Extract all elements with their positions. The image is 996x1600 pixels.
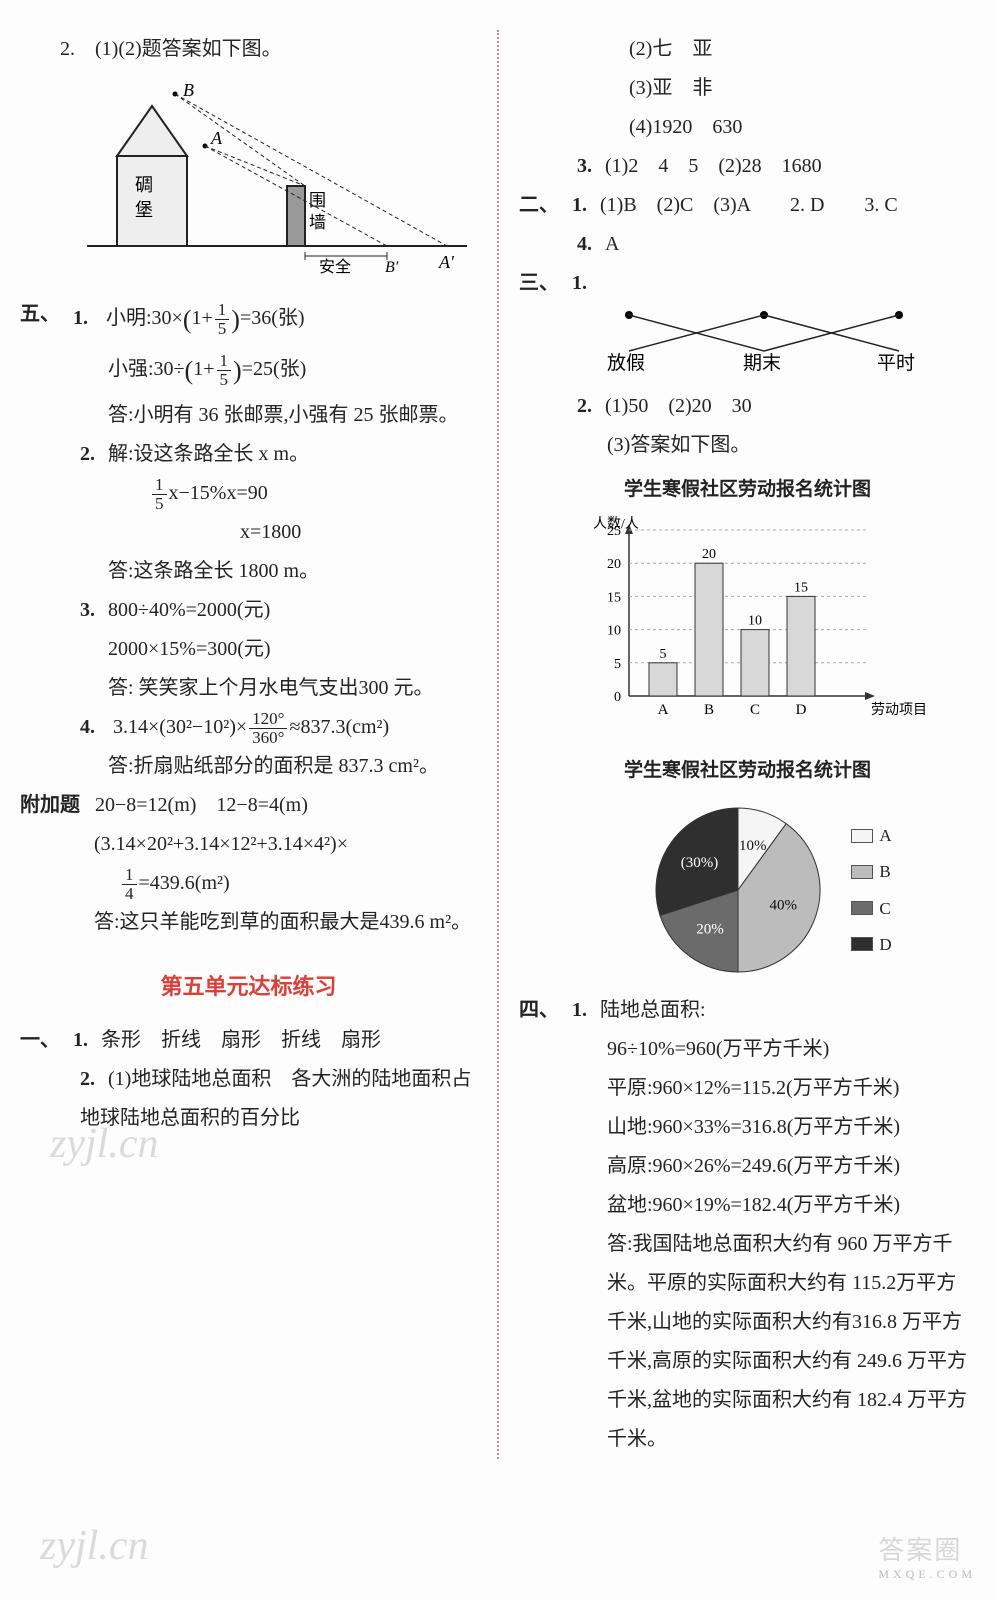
- svg-text:期末: 期末: [743, 352, 781, 373]
- watermark-2: zyjl.cn: [40, 1522, 148, 1570]
- svg-text:10: 10: [607, 624, 621, 639]
- sec5-label: 五、: [20, 295, 68, 334]
- svg-text:20: 20: [702, 547, 716, 562]
- svg-text:堡: 堡: [135, 200, 153, 220]
- svg-text:放假: 放假: [607, 352, 645, 373]
- q2-header: 2. (1)(2)题答案如下图。: [20, 30, 477, 69]
- svg-text:15: 15: [794, 580, 808, 595]
- svg-text:(30%): (30%): [681, 855, 719, 871]
- sec1-label: 一、: [20, 1021, 68, 1060]
- svg-text:平时: 平时: [877, 352, 915, 373]
- right-column: (2)七 亚 (3)亚 非 (4)1920 630 3.(1)2 4 5 (2)…: [501, 30, 976, 1459]
- svg-text:A: A: [658, 702, 669, 718]
- svg-text:0: 0: [614, 690, 621, 705]
- svg-text:墙: 墙: [309, 213, 326, 232]
- svg-text:B′: B′: [385, 259, 399, 276]
- svg-text:5: 5: [614, 657, 621, 672]
- svg-text:围: 围: [309, 191, 326, 210]
- unit5-title: 第五单元达标练习: [20, 966, 477, 1009]
- pie-legend: ABCD: [851, 816, 891, 964]
- svg-text:15: 15: [607, 590, 621, 605]
- svg-text:安全: 安全: [319, 258, 351, 276]
- bar-chart: 0510152025人数/人5A20B10C15D劳动项目: [579, 512, 976, 746]
- fort-label: 碉: [135, 175, 153, 195]
- svg-text:5: 5: [660, 647, 667, 662]
- svg-text:B: B: [183, 80, 194, 100]
- extra-label: 附加题: [20, 786, 90, 825]
- svg-text:10%: 10%: [739, 838, 767, 854]
- matching-diagram: 放假 期末 平时: [599, 303, 976, 387]
- svg-text:劳动项目: 劳动项目: [871, 702, 927, 718]
- sec4-label: 四、: [519, 991, 567, 1030]
- pie-chart: 10% 40% 20% (30%) ABCD: [559, 795, 976, 985]
- page: 2. (1)(2)题答案如下图。 碉 堡 围 墙 A: [0, 0, 996, 1600]
- two-column-layout: 2. (1)(2)题答案如下图。 碉 堡 围 墙 A: [20, 30, 976, 1459]
- bar-chart-title: 学生寒假社区劳动报名统计图: [519, 471, 976, 508]
- svg-text:A: A: [210, 128, 223, 148]
- sec5: 五、 1. 小明:30×(1+15)=36(张): [20, 295, 477, 346]
- q1-answer: 答:小明有 36 张邮票,小强有 25 张邮票。: [20, 396, 477, 435]
- svg-text:C: C: [750, 702, 760, 718]
- sec3-label: 三、: [519, 264, 567, 303]
- svg-text:B: B: [704, 702, 714, 718]
- left-column: 2. (1)(2)题答案如下图。 碉 堡 围 墙 A: [20, 30, 495, 1459]
- svg-text:D: D: [796, 702, 807, 718]
- answer-stamp: 答案圈 MXQE.COM: [878, 1530, 976, 1582]
- column-divider: [497, 30, 499, 1459]
- sec2-label: 二、: [519, 186, 567, 225]
- legend-item: B: [851, 855, 891, 888]
- item-1: 1.: [73, 299, 101, 338]
- svg-text:20: 20: [607, 557, 621, 572]
- svg-text:A′: A′: [438, 252, 455, 272]
- svg-text:人数/人: 人数/人: [593, 516, 639, 532]
- legend-item: C: [851, 892, 891, 925]
- legend-item: D: [851, 928, 891, 961]
- pie-chart-title: 学生寒假社区劳动报名统计图: [519, 752, 976, 789]
- svg-text:40%: 40%: [770, 898, 798, 914]
- fort-wall-diagram: 碉 堡 围 墙 A B: [86, 75, 477, 291]
- legend-item: A: [851, 819, 891, 852]
- svg-text:20%: 20%: [697, 922, 725, 938]
- svg-text:10: 10: [748, 614, 762, 629]
